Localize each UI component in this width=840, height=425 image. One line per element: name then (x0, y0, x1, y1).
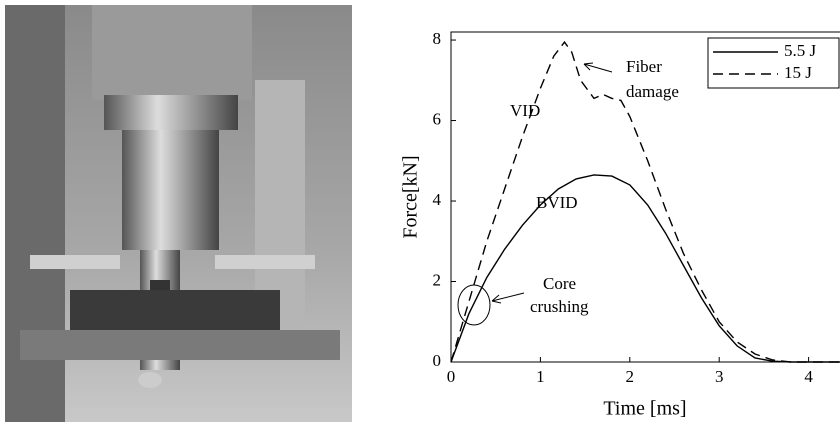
annotation: VID (510, 101, 540, 120)
y-tick-label: 8 (433, 29, 442, 48)
series-line (450, 40, 840, 363)
x-axis-label: Time [ms] (603, 398, 686, 420)
legend-label: 5.5 J (784, 41, 817, 60)
y-tick-label: 0 (433, 351, 442, 370)
annotation-circle (457, 284, 491, 326)
x-tick-label: 3 (715, 367, 724, 386)
legend-label: 15 J (784, 63, 812, 82)
series-line (450, 174, 840, 363)
annotation: Fiber (626, 57, 662, 76)
annotation: Core (543, 274, 576, 293)
y-axis-label: Force[kN] (400, 155, 422, 238)
annotation-arrow (583, 62, 613, 73)
y-tick-label: 2 (433, 270, 442, 289)
y-tick-label: 4 (433, 190, 442, 209)
x-tick-label: 4 (804, 367, 813, 386)
annotation: damage (626, 82, 679, 101)
x-tick-label: 2 (626, 367, 635, 386)
axes (450, 31, 840, 363)
annotation-arrow (491, 292, 525, 304)
y-tick-label: 6 (433, 109, 442, 128)
annotation: crushing (530, 297, 589, 316)
chart: 0 1 2 3 4 0 2 4 6 8 Time [ms] Force[kN] 5.5 J 15 J Fib… (400, 29, 840, 420)
x-tick-label: 1 (536, 367, 545, 386)
annotation: BVID (536, 193, 578, 212)
x-tick-label: 0 (447, 367, 456, 386)
legend-box (707, 37, 840, 89)
photo (5, 5, 352, 422)
